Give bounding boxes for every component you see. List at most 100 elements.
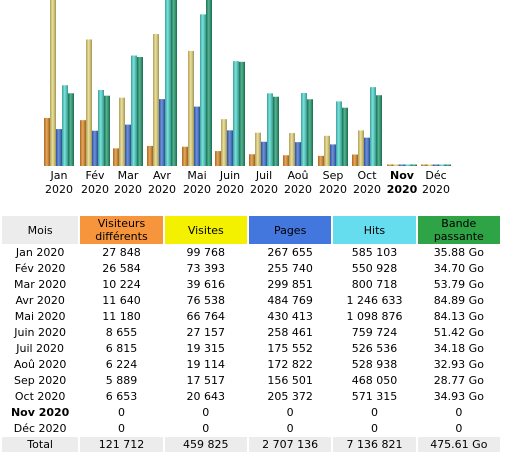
bar-pages — [125, 124, 131, 166]
header-visits: Visites — [164, 216, 247, 244]
cell-hits: 1 246 633 — [346, 294, 403, 307]
cell-visits: 17 517 — [186, 374, 226, 387]
month-label-year: 2020 — [45, 183, 73, 196]
cell-bandwidth: 28.77 Go — [433, 374, 484, 387]
month-label: Juil 2020 — [246, 169, 282, 197]
total-visits: 459 825 — [164, 437, 247, 452]
bar-pages — [194, 106, 200, 166]
table-row: Sep 2020 5 889 17 517 156 501 468 050 28.77 G… — [2, 373, 500, 388]
bar-bande-passante — [445, 164, 451, 166]
bar-visites — [188, 50, 194, 167]
bar-visites — [50, 0, 56, 166]
cell-hits: 550 928 — [351, 262, 398, 275]
bar-hits — [370, 87, 376, 166]
table-row: Avr 2020 11 640 76 538 484 769 1 246 633 84.8… — [2, 293, 500, 308]
month-label-name: Juin — [219, 169, 241, 182]
total-pages: 2 707 136 — [248, 437, 332, 452]
bar-visites — [255, 132, 261, 166]
bar-visites — [358, 130, 364, 166]
monthly-stats-table: Mois Visiteurs différents Visites Pages … — [0, 215, 502, 453]
bar-visiteurs-differents — [283, 155, 289, 166]
month-label-name: Aoû — [287, 169, 309, 182]
table-row: Fév 2020 26 584 73 393 255 740 550 928 34.70 … — [2, 261, 500, 276]
bar-visiteurs-differents — [387, 164, 393, 166]
cell-month: Déc 2020 — [13, 422, 67, 435]
cell-visitors: 6 653 — [105, 390, 138, 403]
month-label-name: Fév — [85, 169, 105, 182]
bar-pages — [364, 137, 370, 166]
cell-hits: 468 050 — [351, 374, 398, 387]
bar-hits — [439, 164, 445, 166]
total-hits: 7 136 821 — [333, 437, 416, 452]
cell-bandwidth: 34.18 Go — [433, 342, 484, 355]
cell-visitors: 11 180 — [102, 310, 141, 323]
header-pages: Pages — [248, 216, 332, 244]
month-label-year: 2020 — [114, 183, 142, 196]
bar-visites — [324, 135, 330, 166]
bar-visiteurs-differents — [215, 151, 221, 166]
cell-pages: 0 — [286, 422, 294, 435]
cell-month: Sep 2020 — [14, 374, 67, 387]
bar-bande-passante — [273, 96, 279, 166]
bar-bande-passante — [239, 61, 245, 166]
bar-pages — [330, 144, 336, 166]
cell-bandwidth: 32.93 Go — [433, 358, 484, 371]
bar-hits — [336, 101, 342, 166]
cell-month: Juil 2020 — [16, 342, 65, 355]
cell-bandwidth: 0 — [455, 406, 463, 419]
cell-visits: 27 157 — [186, 326, 226, 339]
cell-pages: 205 372 — [267, 390, 313, 403]
bar-bande-passante — [171, 0, 177, 166]
cell-visits: 19 114 — [186, 358, 226, 371]
table-row: Jan 2020 27 848 99 768 267 655 585 103 35.88 … — [2, 245, 500, 260]
cell-visits: 19 315 — [186, 342, 226, 355]
cell-visitors: 8 655 — [105, 326, 138, 339]
month-label: Sep 2020 — [315, 169, 351, 197]
cell-month: Mai 2020 — [14, 310, 66, 323]
cell-visitors: 5 889 — [105, 374, 138, 387]
monthly-bar-chart — [44, 0, 451, 167]
month-label: Fév 2020 — [77, 169, 113, 197]
bar-hits — [405, 164, 411, 166]
bar-visiteurs-differents — [44, 117, 50, 166]
cell-pages: 255 740 — [267, 262, 313, 275]
bar-pages — [92, 130, 98, 166]
bar-pages — [227, 130, 233, 166]
cell-pages: 172 822 — [267, 358, 313, 371]
cell-hits: 0 — [370, 406, 378, 419]
table-total-row: Total 121 712 459 825 2 707 136 7 136 821 475… — [2, 437, 500, 452]
bar-visites — [393, 164, 399, 166]
bar-visiteurs-differents — [249, 154, 255, 166]
table-header-row: Mois Visiteurs différents Visites Pages … — [2, 216, 500, 244]
cell-visits: 99 768 — [186, 246, 226, 259]
month-label: Jan 2020 — [41, 169, 77, 197]
header-hits: Hits — [333, 216, 416, 244]
bar-hits — [98, 89, 104, 166]
cell-visits: 73 393 — [186, 262, 226, 275]
cell-month: Aoû 2020 — [13, 358, 67, 371]
table-row: Juin 2020 8 655 27 157 258 461 759 724 51.42 … — [2, 325, 500, 340]
cell-visits: 20 643 — [186, 390, 226, 403]
bar-hits — [301, 93, 307, 166]
month-label: Aoû 2020 — [280, 169, 316, 197]
header-bandwidth: Bande passante — [417, 216, 500, 244]
cell-month: Oct 2020 — [14, 390, 66, 403]
cell-hits: 526 536 — [351, 342, 398, 355]
cell-visitors: 6 224 — [105, 358, 138, 371]
table-row: Aoû 2020 6 224 19 114 172 822 528 938 32.93 G… — [2, 357, 500, 372]
total-visitors: 121 712 — [80, 437, 163, 452]
cell-pages: 267 655 — [267, 246, 313, 259]
cell-hits: 585 103 — [351, 246, 398, 259]
month-label-name: Juil — [255, 169, 273, 182]
month-label: Avr 2020 — [144, 169, 180, 197]
bar-hits — [200, 14, 206, 166]
month-label-name: Sep — [322, 169, 344, 182]
cell-pages: 430 413 — [267, 310, 313, 323]
cell-bandwidth: 34.70 Go — [433, 262, 484, 275]
cell-visitors: 0 — [117, 422, 125, 435]
month-label-year: 2020 — [422, 183, 450, 196]
month-label: Nov 2020 — [384, 169, 420, 197]
bar-bande-passante — [104, 95, 110, 166]
month-label-year: 2020 — [216, 183, 244, 196]
bar-bande-passante — [68, 93, 74, 166]
